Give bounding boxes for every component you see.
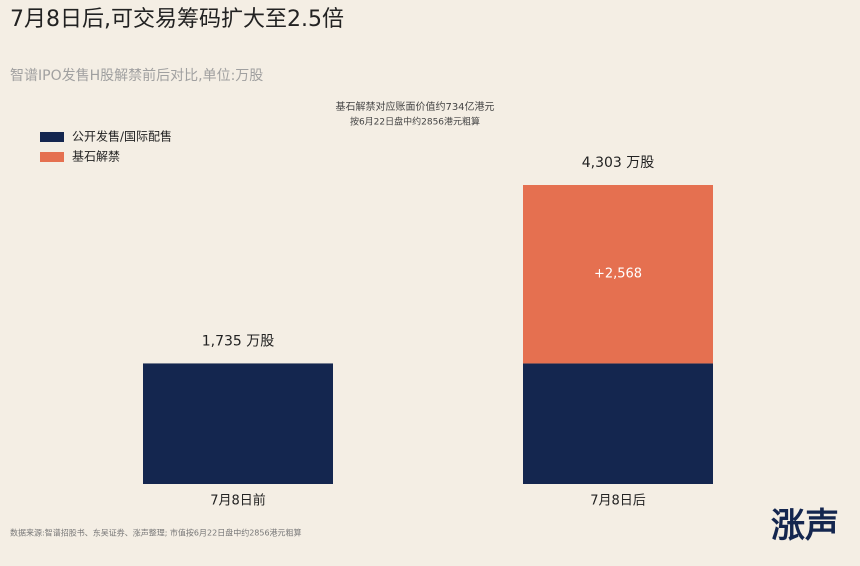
data-label: +2,568 <box>594 267 642 282</box>
bar-segment <box>523 185 713 364</box>
annotation: 按6月22日盘中约2856港元粗算 <box>350 116 480 128</box>
x-tick-label: 7月8日后 <box>590 494 646 509</box>
chart-title: 7月8日后,可交易筹码扩大至2.5倍 <box>10 7 344 32</box>
total-label: 4,303 万股 <box>582 155 655 171</box>
legend-label: 基石解禁 <box>72 150 120 164</box>
x-tick-label: 7月8日前 <box>210 493 266 509</box>
total-label: 1,735 万股 <box>202 333 275 349</box>
legend-label: 公开发售/国际配售 <box>72 129 172 144</box>
legend-swatch <box>40 132 64 142</box>
logo: 涨声 <box>771 506 839 546</box>
source: 数据来源:智谱招股书、东吴证券、涨声整理; 市值按6月22日盘中约2856港元粗… <box>10 528 302 538</box>
bar-segment <box>143 363 333 484</box>
annotation: 基石解禁对应账面价值约734亿港元 <box>335 100 494 113</box>
bar-segment <box>523 363 713 484</box>
legend-swatch <box>40 152 64 162</box>
chart-subtitle: 智谱IPO发售H股解禁前后对比,单位:万股 <box>10 67 263 84</box>
